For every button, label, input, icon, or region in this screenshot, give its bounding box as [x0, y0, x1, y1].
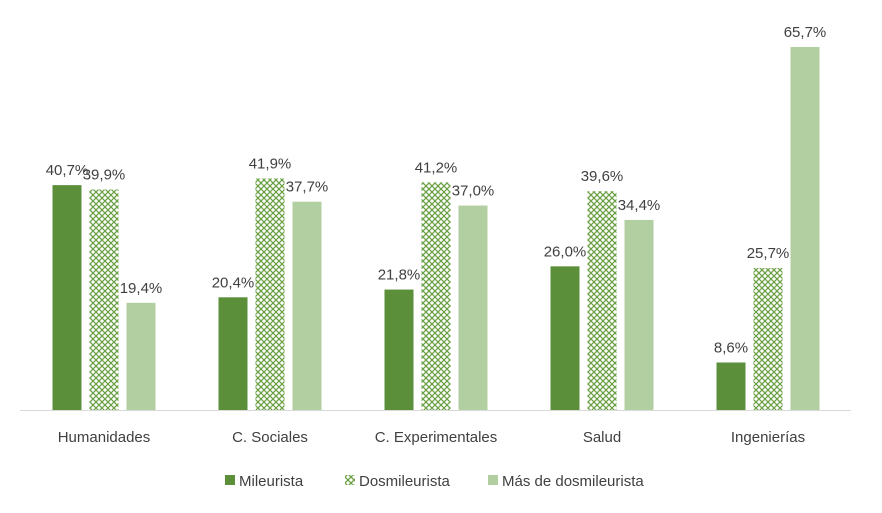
x-tick-label-c-sociales: C. Sociales [232, 429, 308, 446]
legend-label-mileurista: Mileurista [239, 473, 304, 490]
bar-mas-de-dosmileurista-humanidades [126, 302, 156, 410]
data-label-dosmileurista-c-sociales: 41,9% [249, 155, 292, 172]
bar-dosmileurista-c-sociales [255, 178, 285, 410]
data-label-mileurista-c-experimentales: 21,8% [378, 267, 421, 284]
x-tick-label-ingenierias: Ingenierías [731, 429, 805, 446]
bar-dosmileurista-c-experimentales [421, 182, 451, 410]
x-tick-label-salud: Salud [583, 429, 621, 446]
data-label-mileurista-salud: 26,0% [544, 243, 587, 260]
data-label-mileurista-humanidades: 40,7% [46, 162, 89, 179]
data-label-mas-de-dosmileurista-humanidades: 19,4% [120, 280, 163, 297]
data-label-dosmileurista-c-experimentales: 41,2% [415, 159, 458, 176]
data-label-mas-de-dosmileurista-c-experimentales: 37,0% [452, 183, 495, 200]
data-label-mas-de-dosmileurista-ingenierias: 65,7% [784, 24, 827, 41]
bar-dosmileurista-salud [587, 191, 617, 410]
bar-mas-de-dosmileurista-ingenierias [790, 47, 820, 410]
bar-mileurista-humanidades [52, 185, 82, 410]
bar-dosmileurista-ingenierias [753, 268, 783, 410]
data-label-dosmileurista-salud: 39,6% [581, 168, 624, 185]
data-label-dosmileurista-humanidades: 39,9% [83, 167, 126, 184]
x-tick-label-humanidades: Humanidades [58, 429, 151, 446]
data-label-dosmileurista-ingenierias: 25,7% [747, 245, 790, 262]
bar-dosmileurista-humanidades [89, 189, 119, 410]
data-label-mileurista-c-sociales: 20,4% [212, 274, 255, 291]
bar-mileurista-salud [550, 266, 580, 410]
legend: Mileurista Dosmileurista Más de dosmileuri… [225, 473, 644, 490]
legend-swatch-dosmileurista [345, 475, 355, 485]
legend-swatch-mileurista [225, 475, 235, 485]
bar-mileurista-c-experimentales [384, 289, 414, 410]
data-label-mileurista-ingenierias: 8,6% [714, 339, 748, 356]
bar-mas-de-dosmileurista-c-experimentales [458, 205, 488, 410]
bar-mas-de-dosmileurista-salud [624, 219, 654, 410]
labels-layer: 40,7%39,9% 19,4% Humanidades 20,4% 41,9% 37,7… [46, 24, 827, 446]
data-label-mas-de-dosmileurista-c-sociales: 37,7% [286, 179, 329, 196]
legend-swatch-mas-de-dosmileurista [488, 475, 498, 485]
bar-mileurista-c-sociales [218, 297, 248, 410]
bar-mileurista-ingenierias [716, 362, 746, 410]
bars-layer [52, 47, 820, 410]
legend-label-mas-de-dosmileurista: Más de dosmileurista [502, 473, 644, 490]
legend-label-dosmileurista: Dosmileurista [359, 473, 451, 490]
x-tick-label-c-experimentales: C. Experimentales [375, 429, 498, 446]
data-label-mas-de-dosmileurista-salud: 34,4% [618, 197, 661, 214]
bar-mas-de-dosmileurista-c-sociales [292, 201, 322, 410]
